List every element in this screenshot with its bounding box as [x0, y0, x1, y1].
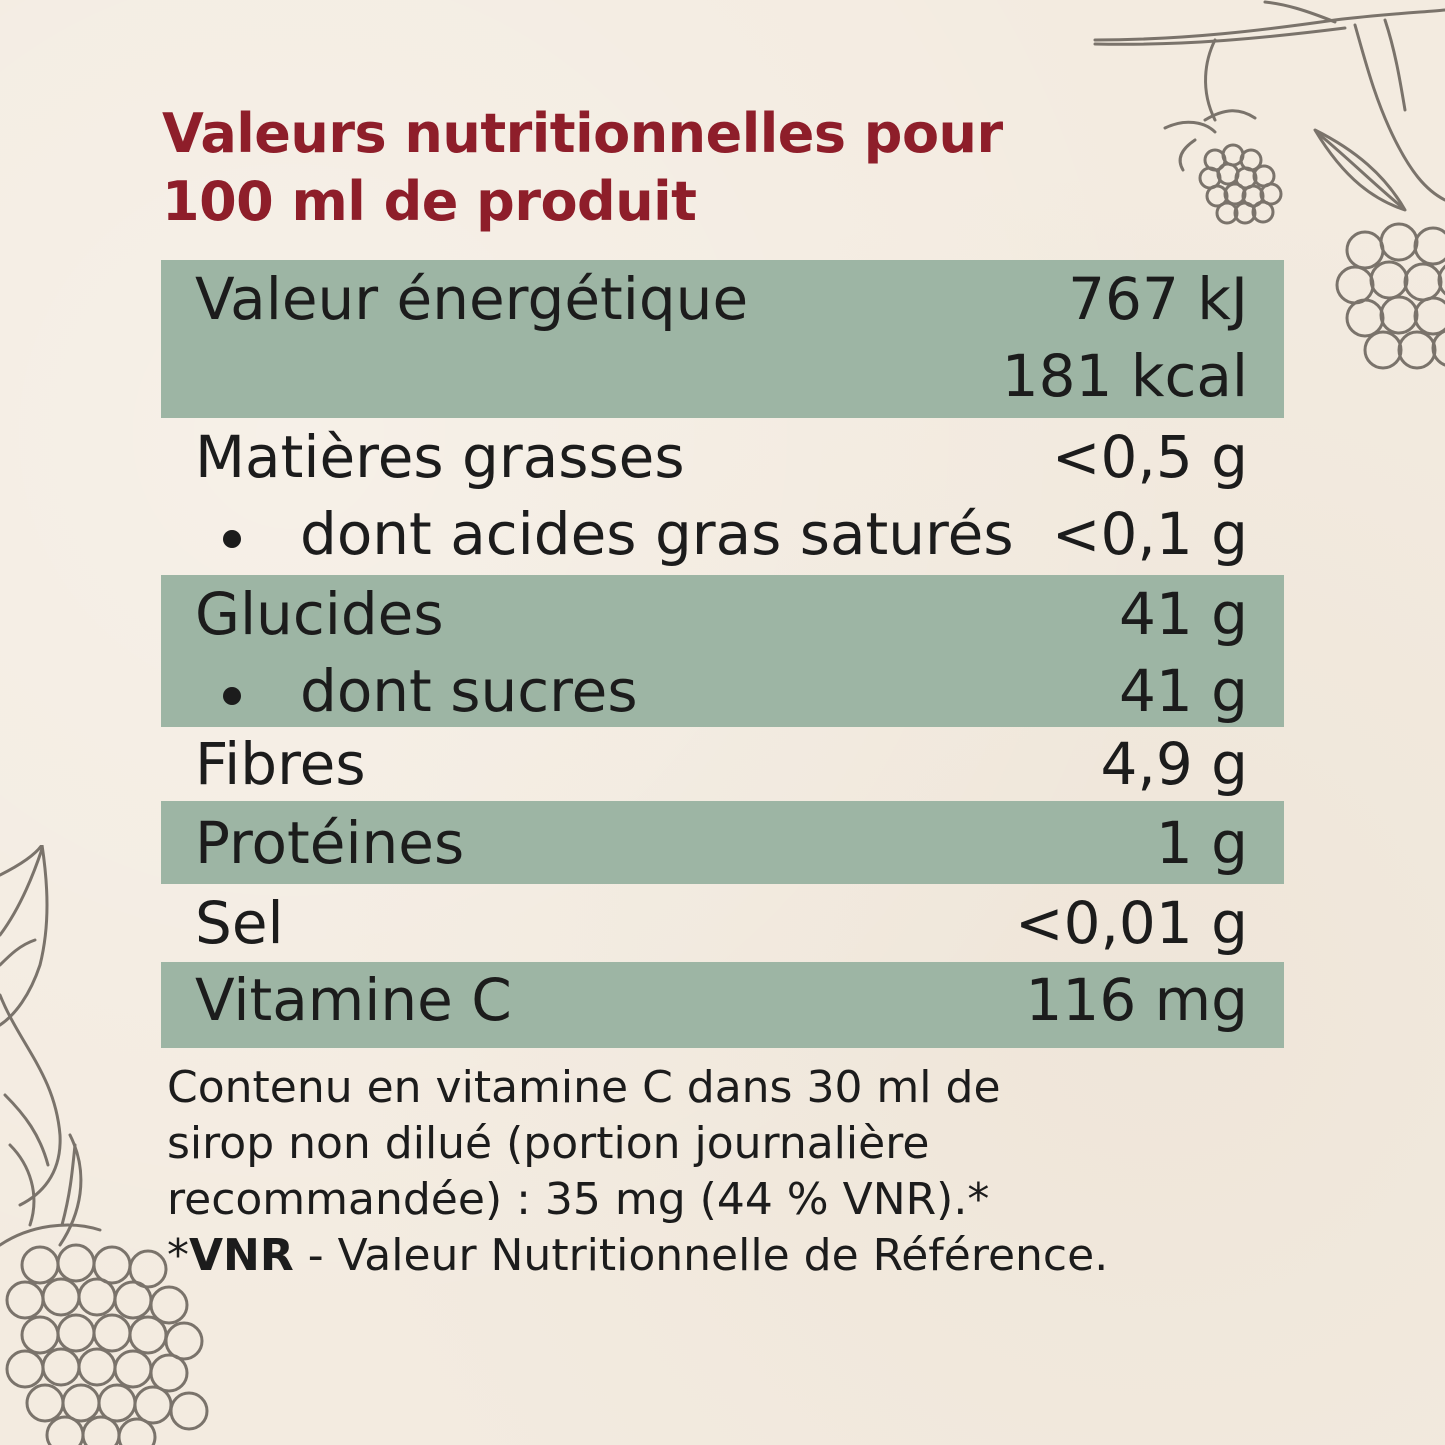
- row-protein: Protéines 1 g: [161, 801, 1284, 884]
- title-line-1: Valeurs nutritionnelles pour: [162, 102, 1003, 165]
- carbs-value: 41 g: [1118, 579, 1248, 648]
- footnote-line-1: Contenu en vitamine C dans 30 ml de: [167, 1062, 1001, 1113]
- footnote-line-2: sirop non dilué (portion journalière: [167, 1118, 930, 1169]
- vnr-definition: *VNR - Valeur Nutritionnelle de Référenc…: [167, 1228, 1317, 1284]
- protein-value: 1 g: [1155, 808, 1248, 877]
- saturated-fat-label: dont acides gras saturés: [300, 499, 1014, 568]
- row-carbs-group: Glucides 41 g dont sucres 41 g: [161, 575, 1284, 727]
- fat-value: <0,5 g: [1051, 422, 1248, 491]
- protein-label: Protéines: [195, 808, 465, 877]
- fat-label: Matières grasses: [195, 422, 685, 491]
- footnote: Contenu en vitamine C dans 30 ml de siro…: [167, 1060, 1317, 1284]
- bullet-icon: [223, 529, 241, 548]
- row-fat: Matières grasses <0,5 g: [195, 418, 1248, 495]
- energy-label: Valeur énergétique: [195, 264, 749, 333]
- vnr-definition-text: - Valeur Nutritionnelle de Référence.: [293, 1230, 1109, 1281]
- row-fat-group: Matières grasses <0,5 g dont acides gras…: [161, 418, 1284, 575]
- page-title: Valeurs nutritionnelles pour 100 ml de p…: [162, 100, 1162, 236]
- row-energy: Valeur énergétique 767 kJ 181 kcal: [161, 260, 1284, 418]
- row-carbs: Glucides 41 g: [195, 575, 1248, 652]
- vitamin-c-label: Vitamine C: [195, 966, 512, 1034]
- footnote-line-3: recommandée) : 35 mg (44 % VNR).*: [167, 1174, 990, 1225]
- row-sugars: dont sucres 41 g: [195, 652, 1248, 729]
- sugars-value: 41 g: [1118, 656, 1248, 725]
- row-salt: Sel <0,01 g: [161, 884, 1284, 962]
- vitamin-c-value: 116 mg: [1025, 966, 1248, 1034]
- fibre-label: Fibres: [195, 730, 366, 798]
- row-vitamin-c: Vitamine C 116 mg: [161, 962, 1284, 1048]
- title-line-2: 100 ml de produit: [162, 170, 697, 233]
- salt-value: <0,01 g: [1015, 889, 1248, 957]
- sugars-label: dont sucres: [300, 656, 638, 725]
- salt-label: Sel: [195, 889, 284, 957]
- row-fibre: Fibres 4,9 g: [161, 727, 1284, 801]
- energy-kj-value: 767 kJ: [1068, 264, 1248, 333]
- energy-kcal-value: 181 kcal: [1001, 341, 1248, 410]
- vnr-asterisk: *: [167, 1230, 189, 1281]
- carbs-label: Glucides: [195, 579, 444, 648]
- vnr-abbreviation: VNR: [189, 1230, 294, 1281]
- nutrition-table: Valeur énergétique 767 kJ 181 kcal Matiè…: [161, 260, 1284, 1048]
- fibre-value: 4,9 g: [1100, 730, 1249, 798]
- saturated-fat-value: <0,1 g: [1051, 499, 1248, 568]
- bullet-icon: [223, 686, 241, 705]
- row-saturated-fat: dont acides gras saturés <0,1 g: [195, 495, 1248, 572]
